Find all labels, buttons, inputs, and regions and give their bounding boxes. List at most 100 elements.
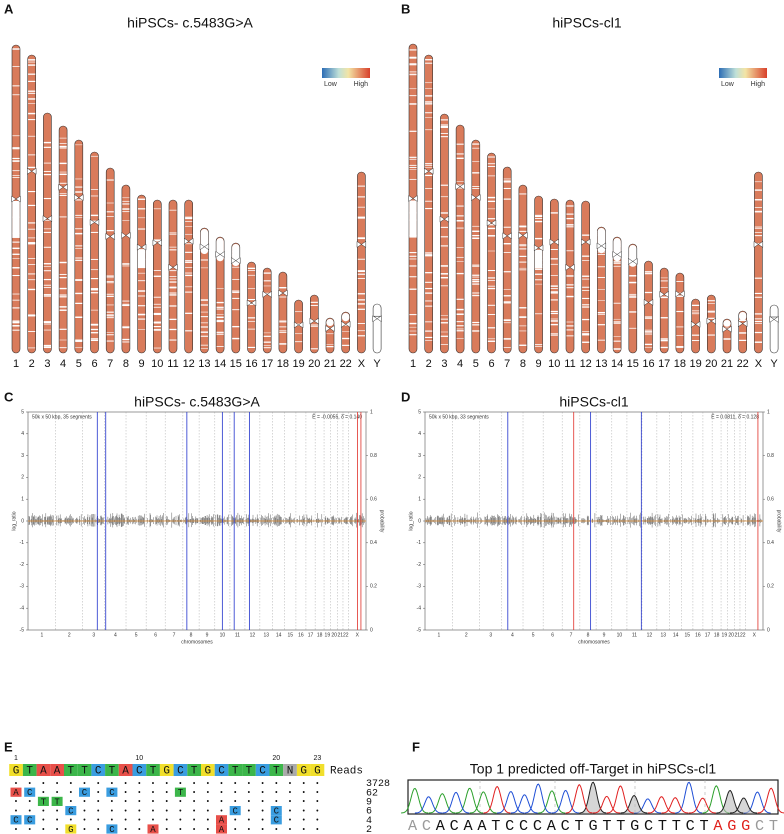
read-base: • xyxy=(274,826,278,834)
centromere xyxy=(309,317,319,325)
read-base: • xyxy=(219,780,223,788)
chromosome-body xyxy=(581,200,591,354)
chromosome xyxy=(42,112,53,354)
chromosome xyxy=(675,272,685,354)
read-base: C xyxy=(274,816,280,826)
reference-base: G xyxy=(163,765,170,777)
reference-base: N xyxy=(287,765,294,777)
read-count: 4 xyxy=(366,816,372,827)
read-base: • xyxy=(247,799,251,807)
x-tick-label: 22 xyxy=(343,632,349,638)
panel-title: Top 1 predicted off-Target in hiPSCs-cl1 xyxy=(470,761,717,777)
y-tick-label: 2 xyxy=(418,475,421,481)
read-base: • xyxy=(192,817,196,825)
position-label: 20 xyxy=(272,755,280,762)
centromere xyxy=(136,243,147,251)
read-base: • xyxy=(206,790,210,798)
read-base: • xyxy=(247,780,251,788)
sequence-part: CT xyxy=(755,817,778,834)
read-base: • xyxy=(302,808,306,816)
heterochromatin xyxy=(723,320,731,327)
chromosome xyxy=(549,198,559,354)
centromere xyxy=(502,232,512,240)
read-base: • xyxy=(41,790,45,798)
trace xyxy=(483,784,784,814)
chromosome-label: 12 xyxy=(183,358,195,370)
reference-base-box xyxy=(132,764,147,776)
chromosome-body xyxy=(549,198,559,354)
chromosome xyxy=(372,303,382,354)
y2-tick-label: 0.8 xyxy=(370,453,377,459)
read-base: • xyxy=(288,790,292,798)
read-base: • xyxy=(28,799,32,807)
chromosome xyxy=(11,44,21,354)
x-tick-label: 2 xyxy=(68,632,71,638)
reference-base-box xyxy=(22,764,37,776)
read-base: • xyxy=(151,817,155,825)
x-tick-label: 12 xyxy=(647,632,653,638)
read-base: • xyxy=(315,817,319,825)
read-base: • xyxy=(165,826,169,834)
centromere xyxy=(105,232,115,240)
read-base: • xyxy=(219,799,223,807)
reference-base-box xyxy=(50,764,64,776)
read-base: • xyxy=(247,808,251,816)
chromatogram-frame xyxy=(407,779,779,815)
reference-base-box xyxy=(228,764,243,776)
reference-base-box xyxy=(105,764,119,776)
chromosome xyxy=(769,304,779,354)
chromosome xyxy=(738,310,748,354)
read-base: C xyxy=(68,806,74,816)
read-base: • xyxy=(302,826,306,834)
read-base: • xyxy=(137,799,141,807)
x-tick-label: 2 xyxy=(465,632,468,638)
read-base: • xyxy=(96,799,100,807)
chromosome-body xyxy=(58,125,68,354)
reference-base-box xyxy=(242,764,256,776)
chromosome-body xyxy=(90,151,99,354)
reference-base: T xyxy=(232,765,239,777)
chromosome xyxy=(309,294,319,354)
panel-letter: C xyxy=(4,389,14,404)
chromosome xyxy=(136,194,147,354)
read-base: C xyxy=(13,816,19,826)
x-tick-label: 4 xyxy=(114,632,117,638)
read-base: • xyxy=(137,808,141,816)
y-tick-label: -5 xyxy=(417,627,422,633)
chromosome xyxy=(439,113,450,354)
read-base: • xyxy=(14,808,18,816)
x-tick-label: 20 xyxy=(331,632,337,638)
chromosome-label: 9 xyxy=(139,358,145,370)
read-base: • xyxy=(247,826,251,834)
centromere xyxy=(565,263,575,271)
read-base: T xyxy=(178,788,184,798)
centromere xyxy=(439,215,450,223)
read-base: • xyxy=(14,780,18,788)
chromosome-body xyxy=(597,226,606,354)
read-base: • xyxy=(302,790,306,798)
chromosome-label: 5 xyxy=(76,358,82,370)
y2-tick-label: 0 xyxy=(767,627,770,633)
y-tick-label: -1 xyxy=(417,540,422,546)
y-tick-label: -1 xyxy=(20,540,25,546)
chromosome xyxy=(168,199,178,354)
chromosome-label: 16 xyxy=(245,358,257,370)
x-tick-label: 16 xyxy=(695,632,701,638)
y-tick-label: -5 xyxy=(20,627,25,633)
mismatch-box xyxy=(65,824,77,834)
chromosome-label: 12 xyxy=(580,358,592,370)
chromosome-label: 10 xyxy=(548,358,560,370)
chromosome-label: Y xyxy=(373,358,381,370)
chromosome-body xyxy=(105,167,115,354)
centromere xyxy=(533,244,544,252)
chromosome-label: 4 xyxy=(457,358,463,370)
read-base: • xyxy=(123,799,127,807)
info-right: Ê = 0.0811, δ̂ = 0.128 xyxy=(711,412,759,420)
centromere xyxy=(722,325,732,333)
y-tick-label: 0 xyxy=(21,518,24,524)
read-base: • xyxy=(82,808,86,816)
read-base: • xyxy=(165,817,169,825)
read-base: • xyxy=(247,817,251,825)
mismatch-box xyxy=(174,787,186,797)
read-base: • xyxy=(192,808,196,816)
